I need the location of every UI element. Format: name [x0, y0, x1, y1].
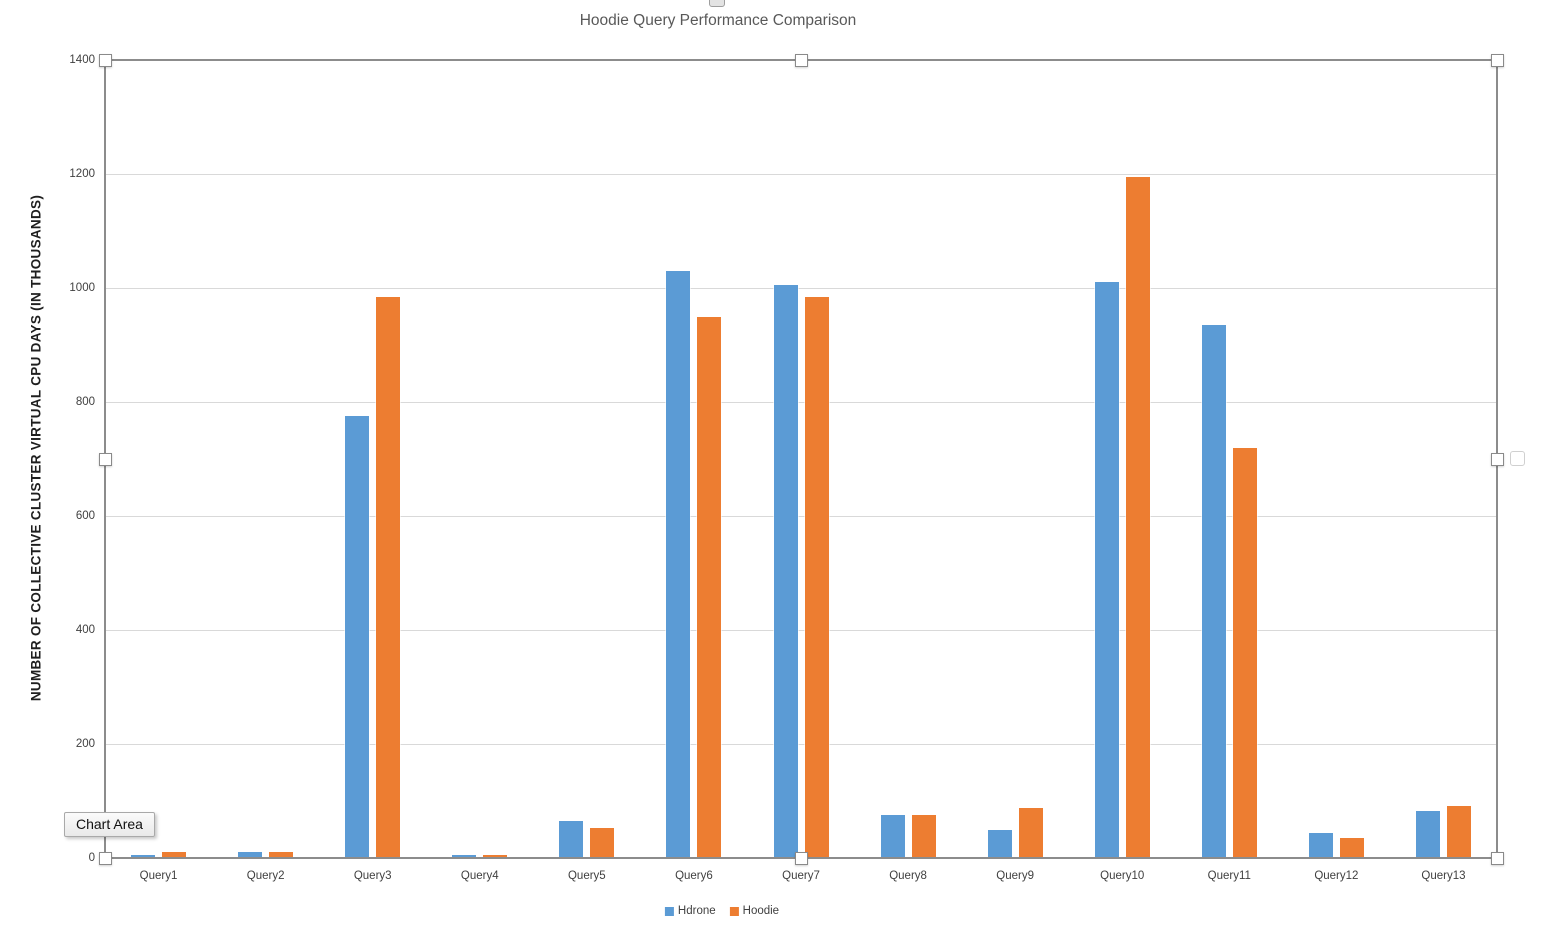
y-tick-label: 400: [75, 624, 95, 636]
chart-frame-right-handle[interactable]: [1510, 451, 1525, 466]
bar-hoodie-query9[interactable]: [1018, 807, 1043, 858]
x-tick-label: Query6: [675, 870, 713, 882]
bar-hoodie-query8[interactable]: [911, 815, 936, 858]
bar-hdrone-query5[interactable]: [559, 820, 584, 858]
bar-hdrone-query3[interactable]: [345, 416, 370, 858]
bar-hoodie-query10[interactable]: [1125, 176, 1150, 858]
y-tick-label: 0: [88, 852, 95, 864]
selection-handle-bottom-center[interactable]: [794, 851, 808, 865]
bar-hdrone-query1[interactable]: [131, 855, 156, 858]
bar-hdrone-query7[interactable]: [773, 285, 798, 858]
legend-label: Hdrone: [677, 905, 716, 917]
x-tick-label: Query3: [353, 870, 392, 882]
bar-hoodie-query1[interactable]: [162, 852, 187, 858]
x-tick-label: Query13: [1421, 870, 1466, 882]
bar-hdrone-query11[interactable]: [1201, 325, 1226, 858]
bar-hdrone-query8[interactable]: [880, 815, 905, 858]
bar-hdrone-query9[interactable]: [987, 829, 1012, 858]
legend[interactable]: Hdrone Hoodie: [664, 905, 780, 917]
selection-handle-top-center[interactable]: [794, 53, 808, 67]
legend-swatch-icon: [729, 906, 739, 916]
gridline: [105, 402, 1497, 403]
gridline: [105, 630, 1497, 631]
selection-handle-bottom-left[interactable]: [98, 851, 112, 865]
x-tick-label: Query7: [782, 870, 820, 882]
y-tick-label: 1000: [69, 282, 95, 294]
selection-handle-middle-right[interactable]: [1490, 452, 1504, 466]
bar-hoodie-query3[interactable]: [376, 296, 401, 858]
legend-item-hoodie[interactable]: Hoodie: [729, 905, 780, 917]
x-tick-label: Query5: [567, 870, 606, 882]
bar-hdrone-query10[interactable]: [1094, 282, 1119, 858]
gridline: [105, 516, 1497, 517]
bar-hoodie-query6[interactable]: [697, 316, 722, 858]
selection-handle-top-left[interactable]: [98, 53, 112, 67]
x-tick-label: Query11: [1207, 870, 1251, 882]
bar-hoodie-query11[interactable]: [1232, 447, 1257, 858]
y-tick-label: 800: [75, 396, 95, 408]
selection-handle-top-right[interactable]: [1490, 53, 1504, 67]
legend-label: Hoodie: [742, 905, 780, 917]
y-tick-label: 600: [75, 510, 95, 522]
bar-hdrone-query12[interactable]: [1308, 832, 1333, 858]
chart-area-tooltip: Chart Area: [64, 812, 155, 837]
bar-hdrone-query13[interactable]: [1415, 810, 1440, 858]
bar-hdrone-query4[interactable]: [452, 855, 477, 858]
x-tick-label: Query2: [246, 870, 285, 882]
y-tick-label: 1400: [69, 54, 95, 66]
legend-item-hdrone[interactable]: Hdrone: [664, 905, 716, 917]
legend-swatch-icon: [664, 906, 674, 916]
chart-frame-top-handle[interactable]: [709, 0, 725, 7]
x-tick-label: Query8: [889, 870, 927, 882]
x-tick-label: Query1: [139, 870, 178, 882]
gridline: [105, 174, 1497, 175]
bar-hdrone-query6[interactable]: [666, 270, 691, 858]
gridline: [105, 744, 1497, 745]
x-tick-label: Query10: [1100, 870, 1145, 882]
bar-hdrone-query2[interactable]: [238, 852, 263, 858]
x-tick-label: Query4: [460, 870, 499, 882]
y-tick-label: 200: [75, 738, 95, 750]
selection-border: [104, 59, 1498, 859]
selection-handle-bottom-right[interactable]: [1490, 851, 1504, 865]
chart-title: Hoodie Query Performance Comparison: [579, 12, 857, 29]
bar-hoodie-query12[interactable]: [1339, 838, 1364, 858]
selection-handle-middle-left[interactable]: [98, 452, 112, 466]
bar-hoodie-query4[interactable]: [483, 855, 508, 858]
x-tick-label: Query12: [1314, 870, 1359, 882]
bar-hoodie-query7[interactable]: [804, 296, 829, 858]
gridline: [105, 288, 1497, 289]
y-tick-label: 1200: [69, 168, 95, 180]
x-tick-label: Query9: [996, 870, 1034, 882]
bar-hoodie-query13[interactable]: [1446, 806, 1471, 858]
bar-hoodie-query5[interactable]: [590, 828, 615, 858]
bar-hoodie-query2[interactable]: [269, 852, 294, 858]
